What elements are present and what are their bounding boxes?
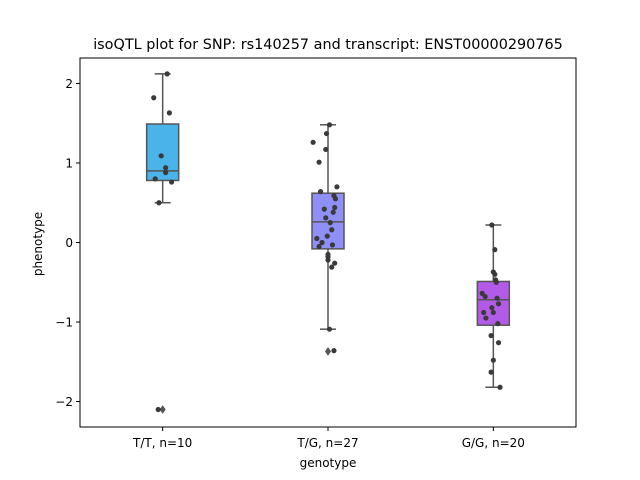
data-point [168,179,175,185]
box [311,192,345,250]
data-point [495,340,502,346]
data-point [492,247,498,253]
y-tick-label: 2 [65,77,73,91]
box [476,280,511,326]
data-point [163,165,169,171]
x-tick-label: T/T, n=10 [132,436,192,450]
data-point [152,176,158,182]
box-group [476,224,511,388]
data-point [332,204,338,211]
data-point [329,227,335,233]
data-point [488,332,494,339]
x-tick-label: T/G, n=27 [296,436,358,450]
y-axis-label: phenotype [31,212,45,276]
data-point [483,315,489,321]
data-point [329,264,335,270]
data-point [494,295,500,301]
data-point [492,271,498,277]
data-point [316,159,322,165]
data-point [481,309,487,316]
data-point [314,235,320,242]
data-point [489,305,495,311]
data-point [488,369,494,375]
data-point [166,110,172,116]
box [145,123,180,182]
data-point [332,260,338,266]
box-group [145,73,180,414]
data-point [497,384,503,390]
data-point [331,348,337,354]
data-point [323,215,329,221]
data-point [490,309,496,316]
data-point [317,189,324,195]
outlier-marker [159,405,166,414]
chart-title: isoQTL plot for SNP: rs140257 and transc… [93,37,563,53]
box-group [311,124,345,356]
data-point [326,122,333,128]
x-axis-label: genotype [300,456,357,470]
data-point [325,257,331,263]
data-point [329,242,336,248]
data-point [327,220,333,226]
data-point [163,169,169,176]
data-point [489,222,495,228]
data-point [323,130,330,137]
plot-frame [79,57,577,428]
data-point [310,139,316,145]
data-point [493,279,499,285]
data-point [324,233,330,239]
y-tick-label: −2 [55,395,73,409]
y-tick-label: 1 [65,156,73,170]
data-point [321,206,327,212]
x-tick-label: G/G, n=20 [462,436,525,450]
y-tick-label: 0 [65,236,73,250]
data-point [326,326,333,332]
data-point [325,251,331,258]
data-point [490,357,496,363]
data-point [495,301,502,307]
y-tick-label: −1 [55,316,73,330]
data-point [319,239,325,246]
data-point [495,321,501,327]
data-point [151,95,157,101]
outlier-marker [324,347,332,356]
data-point [323,146,329,153]
data-point [156,200,162,206]
data-point [482,293,488,300]
data-point [158,153,164,159]
data-point [316,243,322,250]
data-point [332,196,339,202]
data-point [164,71,170,77]
data-point [330,209,336,215]
data-point [334,184,340,190]
data-point [155,406,161,413]
